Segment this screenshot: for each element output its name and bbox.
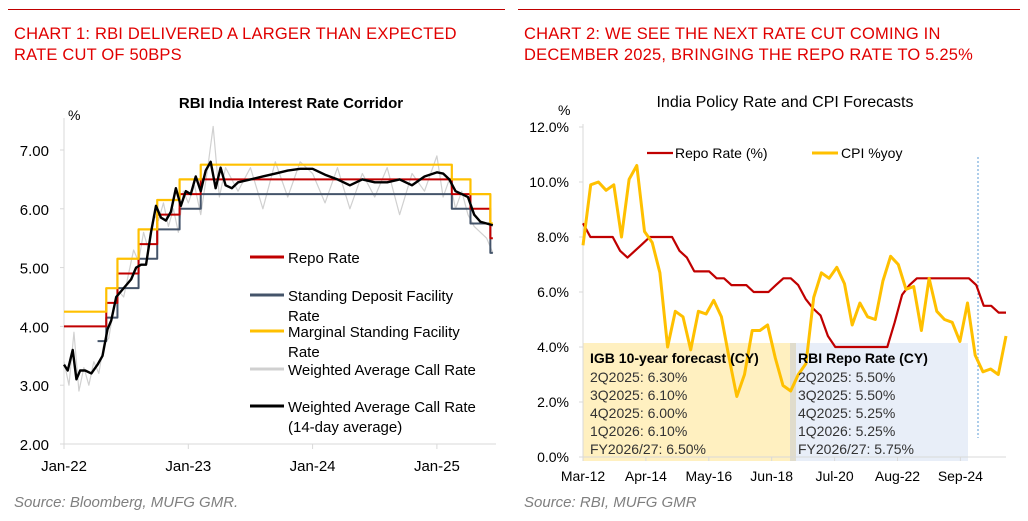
y-tick-label: 6.0% xyxy=(537,284,569,300)
annotation-row: 4Q2025: 5.25% xyxy=(798,405,895,421)
series-line-cpi xyxy=(581,164,1008,398)
annotation-row: 2Q2025: 6.30% xyxy=(590,369,687,385)
chart-title: India Policy Rate and CPI Forecasts xyxy=(656,94,913,111)
chart1-heading: CHART 1: RBI DELIVERED A LARGER THAN EXP… xyxy=(14,24,457,66)
annotation-title-repo_box: RBI Repo Rate (CY) xyxy=(798,350,928,366)
right-heading-rule xyxy=(518,9,1020,10)
legend-label-wacr14: (14-day average) xyxy=(288,419,402,436)
series-line-wacr14 xyxy=(62,160,494,381)
annotation-row: 3Q2025: 5.50% xyxy=(798,387,895,403)
y-tick-label: 7.00 xyxy=(20,143,49,160)
annotation-row: 1Q2026: 6.10% xyxy=(590,423,687,439)
annotation-row: 2Q2025: 5.50% xyxy=(798,369,895,385)
legend-label-wacr: Weighted Average Call Rate xyxy=(288,362,476,379)
box-divider xyxy=(790,343,796,461)
legend-label-cpi: CPI %yoy xyxy=(841,145,902,161)
y-tick-label: 4.0% xyxy=(537,339,569,355)
x-tick-label: Sep-24 xyxy=(938,468,983,484)
y-tick-label: 2.0% xyxy=(537,394,569,410)
annotation-row: FY2026/27: 6.50% xyxy=(590,441,706,457)
chart2-heading: CHART 2: WE SEE THE NEXT RATE CUT COMING… xyxy=(524,24,973,66)
annotation-row: 1Q2026: 5.25% xyxy=(798,423,895,439)
x-tick-label: Jan-24 xyxy=(290,458,336,475)
chart1-source: Source: Bloomberg, MUFG GMR. xyxy=(14,494,239,511)
x-tick-label: Apr-14 xyxy=(625,468,667,484)
chart2-heading-line: DECEMBER 2025, BRINGING THE REPO RATE TO… xyxy=(524,46,974,64)
legend-label-wacr14: Weighted Average Call Rate xyxy=(288,399,476,416)
legend-label-msf: Marginal Standing Facility xyxy=(288,324,460,341)
y-tick-label: 2.00 xyxy=(20,437,49,454)
x-tick-label: May-16 xyxy=(685,468,732,484)
y-tick-label: 12.0% xyxy=(529,119,569,135)
igb-forecast-box xyxy=(583,343,790,461)
chart1-heading-line: CHART 1: RBI DELIVERED A LARGER THAN EXP… xyxy=(14,25,457,43)
y-tick-label: 3.00 xyxy=(20,378,49,395)
left-heading-rule xyxy=(8,9,505,10)
x-tick-label: Aug-22 xyxy=(875,468,920,484)
x-tick-label: Jan-25 xyxy=(414,458,460,475)
y-tick-label: 4.00 xyxy=(20,319,49,336)
legend-label-repo: Repo Rate (%) xyxy=(675,145,768,161)
chart2-heading-line: CHART 2: WE SEE THE NEXT RATE CUT COMING… xyxy=(524,25,941,43)
series-line-msf xyxy=(64,163,493,313)
y-tick-label: 10.0% xyxy=(529,174,569,190)
legend-label-msf: Rate xyxy=(288,344,320,361)
chart2-source: Source: RBI, MUFG GMR xyxy=(524,494,697,511)
chart1-heading-line: RATE CUT OF 50BPS xyxy=(14,46,182,64)
legend-label-sdf: Rate xyxy=(288,308,320,325)
annotation-row: 4Q2025: 6.00% xyxy=(590,405,687,421)
legend-label-sdf: Standing Deposit Facility xyxy=(288,288,454,305)
chart-title: RBI India Interest Rate Corridor xyxy=(179,95,403,112)
repo-forecast-box xyxy=(796,343,968,461)
x-tick-label: Jan-23 xyxy=(165,458,211,475)
y-tick-label: 0.0% xyxy=(537,449,569,465)
x-tick-label: Jul-20 xyxy=(816,468,854,484)
y-tick-label: 8.0% xyxy=(537,229,569,245)
x-tick-label: Mar-12 xyxy=(561,468,606,484)
series-line-sdf xyxy=(97,193,493,343)
y-axis-unit: % xyxy=(68,107,80,123)
y-tick-label: 5.00 xyxy=(20,261,49,278)
annotation-row: 3Q2025: 6.10% xyxy=(590,387,687,403)
annotation-title-igb_box: IGB 10-year forecast (CY) xyxy=(590,350,759,366)
series-line-repo xyxy=(582,222,1006,349)
y-axis-unit: % xyxy=(558,102,570,118)
annotation-row: FY2026/27: 5.75% xyxy=(798,441,914,457)
legend-label-repo: Repo Rate xyxy=(288,250,360,267)
x-tick-label: Jun-18 xyxy=(750,468,793,484)
x-tick-label: Jan-22 xyxy=(41,458,87,475)
y-tick-label: 6.00 xyxy=(20,202,49,219)
